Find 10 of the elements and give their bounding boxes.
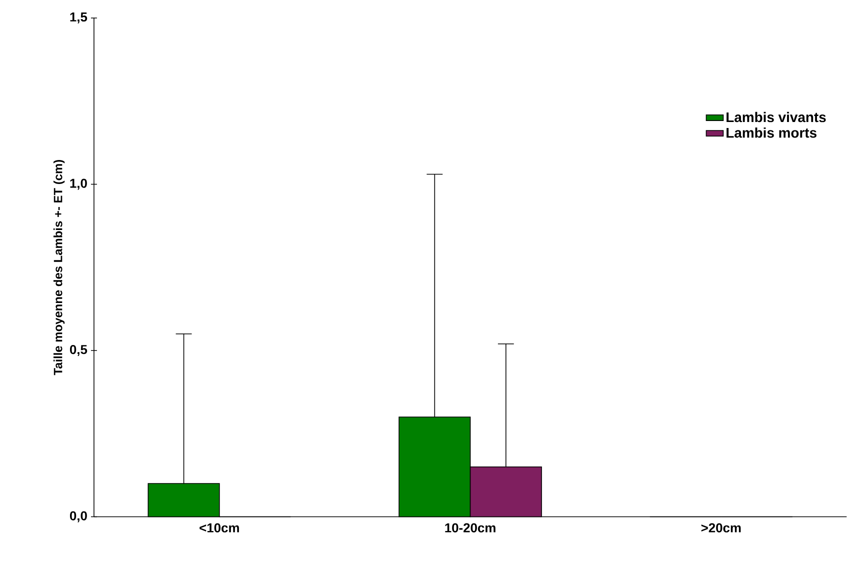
legend-label: Lambis vivants: [726, 112, 826, 122]
y-tick-label: 1,0: [70, 178, 87, 190]
x-tick-label: 10-20cm: [445, 523, 496, 533]
legend-label: Lambis morts: [726, 128, 816, 138]
y-tick-label: 0,0: [70, 511, 87, 522]
x-tick-label: <10cm: [200, 523, 239, 533]
x-tick-label: >20cm: [701, 523, 741, 533]
y-axis-title: Taille moyenne des Lambis +- ET (cm): [53, 160, 65, 376]
y-tick-label: 0,5: [70, 345, 88, 356]
y-tick-label: 1,5: [70, 12, 88, 24]
